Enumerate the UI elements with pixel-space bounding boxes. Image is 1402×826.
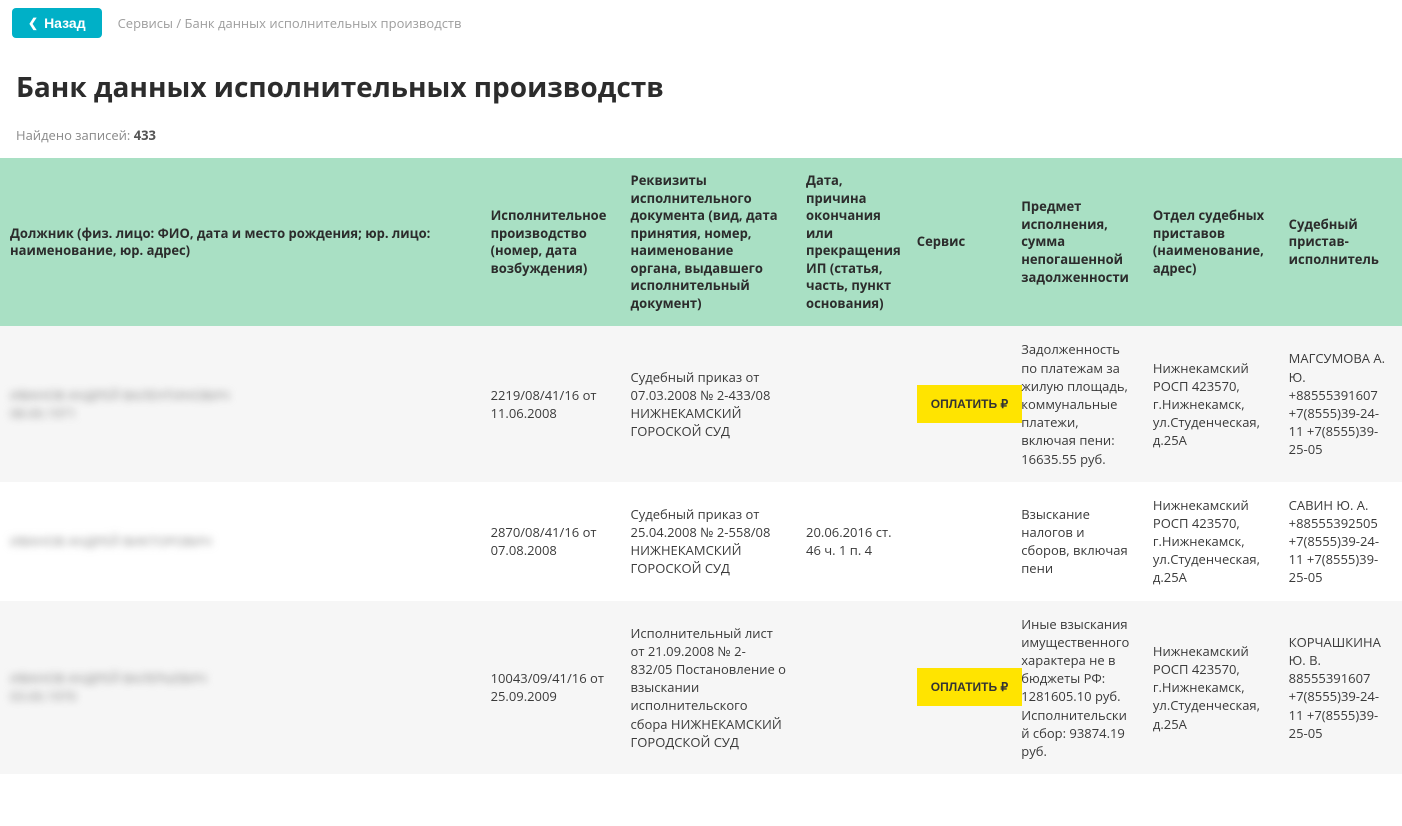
th-doc: Реквизиты исполнительного документа (вид… xyxy=(621,158,797,326)
table-row: ИВАНОВ АНДРЕЙ ВИКТОРОВИЧ 2870/08/41/16 о… xyxy=(0,482,1402,601)
results-table: Должник (физ. лицо: ФИО, дата и место ро… xyxy=(0,158,1402,774)
cell-subject: Иные взыскания имущественного характера … xyxy=(1011,601,1143,775)
chevron-left-icon: ❮ xyxy=(28,16,38,30)
cell-bailiff: КОРЧАШКИНА Ю. В. 88555391607 +7(8555)39-… xyxy=(1279,601,1402,775)
th-debtor: Должник (физ. лицо: ФИО, дата и место ро… xyxy=(0,158,481,326)
cell-enddate xyxy=(796,326,907,481)
table-row: ИВАНОВ АНДРЕЙ ВАЛЕНТИНОВИЧ 08.00.1971 22… xyxy=(0,326,1402,481)
th-case: Исполнительное производство (номер, дата… xyxy=(481,158,621,326)
cell-case: 2219/08/41/16 от 11.06.2008 xyxy=(481,326,621,481)
pay-button[interactable]: ОПЛАТИТЬ ₽ xyxy=(917,385,1022,423)
th-subject: Предмет исполнения, сумма непогашенной з… xyxy=(1011,158,1143,326)
debtor-name: ИВАНОВ АНДРЕЙ ВАЛЕРЬЕВИЧ xyxy=(10,669,471,687)
cell-subject: Задолженность по платежам за жилую площа… xyxy=(1011,326,1143,481)
cell-debtor: ИВАНОВ АНДРЕЙ ВАЛЕНТИНОВИЧ 08.00.1971 xyxy=(0,326,481,481)
cell-enddate xyxy=(796,601,907,775)
breadcrumb-current: Банк данных исполнительных производств xyxy=(185,14,462,32)
th-dept: Отдел судебных приставов (наименование, … xyxy=(1143,158,1279,326)
th-bailiff: Судебный пристав-исполнитель xyxy=(1279,158,1402,326)
th-service: Сервис xyxy=(907,158,1011,326)
table-body: ИВАНОВ АНДРЕЙ ВАЛЕНТИНОВИЧ 08.00.1971 22… xyxy=(0,326,1402,774)
cell-dept: Нижнекамский РОСП 423570, г.Нижнекамск, … xyxy=(1143,482,1279,601)
cell-service: ОПЛАТИТЬ ₽ xyxy=(907,326,1011,481)
cell-bailiff: МАГСУМОВА А. Ю. +88555391607 +7(8555)39-… xyxy=(1279,326,1402,481)
cell-debtor: ИВАНОВ АНДРЕЙ ВИКТОРОВИЧ xyxy=(0,482,481,601)
page-title: Банк данных исполнительных производств xyxy=(0,46,1402,116)
cell-service xyxy=(907,482,1011,601)
cell-doc: Судебный приказ от 25.04.2008 № 2-558/08… xyxy=(621,482,797,601)
table-header-row: Должник (физ. лицо: ФИО, дата и место ро… xyxy=(0,158,1402,326)
breadcrumb-services[interactable]: Сервисы xyxy=(118,14,173,32)
cell-bailiff: САВИН Ю. А. +88555392505 +7(8555)39-24-1… xyxy=(1279,482,1402,601)
debtor-name: ИВАНОВ АНДРЕЙ ВИКТОРОВИЧ xyxy=(10,532,471,550)
cell-service: ОПЛАТИТЬ ₽ xyxy=(907,601,1011,775)
records-label: Найдено записей: xyxy=(16,126,134,144)
records-count: Найдено записей: 433 xyxy=(0,116,1402,158)
cell-enddate: 20.06.2016 ст. 46 ч. 1 п. 4 xyxy=(796,482,907,601)
cell-dept: Нижнекамский РОСП 423570, г.Нижнекамск, … xyxy=(1143,601,1279,775)
cell-doc: Исполнительный лист от 21.09.2008 № 2-83… xyxy=(621,601,797,775)
th-enddate: Дата, причина окончания или прекращения … xyxy=(796,158,907,326)
top-bar: ❮ Назад Сервисы / Банк данных исполнител… xyxy=(0,0,1402,46)
cell-debtor: ИВАНОВ АНДРЕЙ ВАЛЕРЬЕВИЧ 03.00.1970 xyxy=(0,601,481,775)
debtor-dob: 08.00.1971 xyxy=(10,404,471,422)
breadcrumb-sep: / xyxy=(176,14,184,32)
debtor-dob: 03.00.1970 xyxy=(10,687,471,705)
cell-subject: Взыскание налогов и сборов, включая пени xyxy=(1011,482,1143,601)
cell-doc: Судебный приказ от 07.03.2008 № 2-433/08… xyxy=(621,326,797,481)
pay-button[interactable]: ОПЛАТИТЬ ₽ xyxy=(917,668,1022,706)
records-count-value: 433 xyxy=(134,126,156,144)
back-button-label: Назад xyxy=(44,15,86,31)
debtor-name: ИВАНОВ АНДРЕЙ ВАЛЕНТИНОВИЧ xyxy=(10,386,471,404)
table-row: ИВАНОВ АНДРЕЙ ВАЛЕРЬЕВИЧ 03.00.1970 1004… xyxy=(0,601,1402,775)
cell-dept: Нижнекамский РОСП 423570, г.Нижнекамск, … xyxy=(1143,326,1279,481)
cell-case: 10043/09/41/16 от 25.09.2009 xyxy=(481,601,621,775)
back-button[interactable]: ❮ Назад xyxy=(12,8,102,38)
breadcrumb: Сервисы / Банк данных исполнительных про… xyxy=(118,14,462,32)
cell-case: 2870/08/41/16 от 07.08.2008 xyxy=(481,482,621,601)
